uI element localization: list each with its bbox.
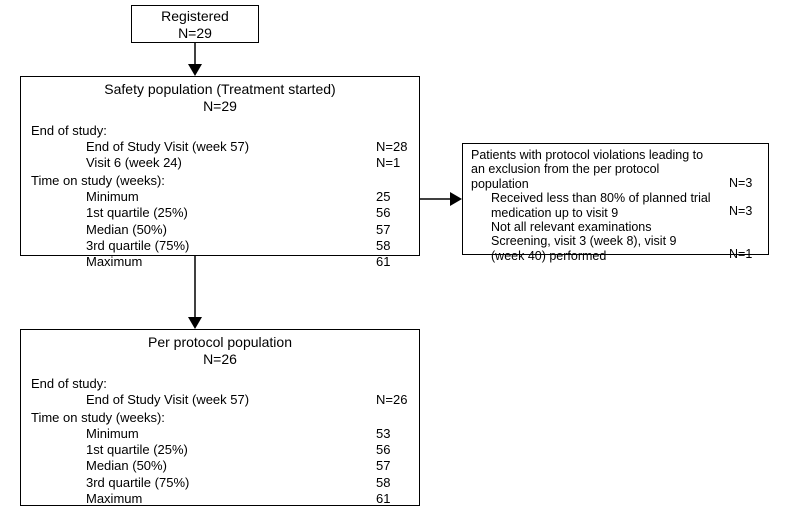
safety-population-tos-row-value: 57: [376, 222, 390, 238]
per-protocol-population-tos-row: Minimum53: [31, 426, 409, 442]
safety-population-box: Safety population (Treatment started)N=2…: [20, 76, 420, 256]
violations-row: Not all relevant examinations Screening,…: [471, 220, 760, 263]
per-protocol-population-eos-row-label: End of Study Visit (week 57): [31, 392, 376, 408]
safety-population-eos-row: Visit 6 (week 24)N=1: [31, 155, 409, 171]
per-protocol-population-title: Per protocol population: [31, 334, 409, 351]
violations-row-value: N=1: [729, 247, 752, 263]
safety-population-tos-row-label: Minimum: [31, 189, 376, 205]
safety-population-end-of-study-label: End of study:: [31, 123, 409, 138]
safety-population-tos-row-value: 25: [376, 189, 390, 205]
per-protocol-population-eos-row-value: N=26: [376, 392, 407, 408]
safety-population-n: N=29: [31, 98, 409, 115]
flowchart-canvas: Registered N=29Safety population (Treatme…: [0, 0, 789, 522]
flow-arrow: [183, 31, 208, 88]
violations-row: Received less than 80% of planned trial …: [471, 191, 760, 220]
violations-row-label: Not all relevant examinations Screening,…: [471, 220, 711, 263]
safety-population-title: Safety population (Treatment started): [31, 81, 409, 98]
safety-population-eos-row-value: N=28: [376, 139, 407, 155]
safety-population-tos-row: Median (50%)57: [31, 222, 409, 238]
per-protocol-population-time-on-study-label: Time on study (weeks):: [31, 410, 409, 425]
safety-population-tos-row-label: Median (50%): [31, 222, 376, 238]
per-protocol-population-tos-row-label: Maximum: [31, 491, 376, 507]
registered-title: Registered: [136, 8, 254, 25]
violations-row-label: Patients with protocol violations leadin…: [471, 148, 711, 191]
per-protocol-population-tos-row-label: Median (50%): [31, 458, 376, 474]
per-protocol-population-n: N=26: [31, 351, 409, 368]
safety-population-tos-row-value: 61: [376, 254, 390, 270]
safety-population-eos-row-value: N=1: [376, 155, 400, 171]
per-protocol-population-tos-row-label: 1st quartile (25%): [31, 442, 376, 458]
per-protocol-population-tos-row: 3rd quartile (75%)58: [31, 475, 409, 491]
per-protocol-population-tos-row: Median (50%)57: [31, 458, 409, 474]
violations-row: Patients with protocol violations leadin…: [471, 148, 760, 191]
violations-row-value: N=3: [729, 204, 752, 220]
safety-population-tos-row: 3rd quartile (75%)58: [31, 238, 409, 254]
per-protocol-population-tos-row: Maximum61: [31, 491, 409, 507]
protocol-violations-box: Patients with protocol violations leadin…: [462, 143, 769, 255]
safety-population-tos-row: Minimum25: [31, 189, 409, 205]
safety-population-tos-row-label: 1st quartile (25%): [31, 205, 376, 221]
per-protocol-population-tos-row: 1st quartile (25%)56: [31, 442, 409, 458]
safety-population-tos-row-value: 56: [376, 205, 390, 221]
per-protocol-population-tos-row-value: 53: [376, 426, 390, 442]
flow-arrow: [408, 187, 474, 212]
per-protocol-population-end-of-study-label: End of study:: [31, 376, 409, 391]
per-protocol-population-tos-row-label: Minimum: [31, 426, 376, 442]
per-protocol-population-tos-row-value: 57: [376, 458, 390, 474]
safety-population-eos-row: End of Study Visit (week 57)N=28: [31, 139, 409, 155]
violations-row-label: Received less than 80% of planned trial …: [471, 191, 711, 220]
flow-arrow: [183, 244, 208, 341]
per-protocol-population-eos-row: End of Study Visit (week 57)N=26: [31, 392, 409, 408]
safety-population-time-on-study-label: Time on study (weeks):: [31, 173, 409, 188]
per-protocol-population-box: Per protocol populationN=26End of study:…: [20, 329, 420, 506]
per-protocol-population-tos-row-value: 61: [376, 491, 390, 507]
safety-population-eos-row-label: End of Study Visit (week 57): [31, 139, 376, 155]
safety-population-tos-row-value: 58: [376, 238, 390, 254]
safety-population-tos-row: Maximum61: [31, 254, 409, 270]
violations-row-value: N=3: [729, 176, 752, 192]
per-protocol-population-tos-row-label: 3rd quartile (75%): [31, 475, 376, 491]
per-protocol-population-tos-row-value: 56: [376, 442, 390, 458]
safety-population-eos-row-label: Visit 6 (week 24): [31, 155, 376, 171]
safety-population-tos-row: 1st quartile (25%)56: [31, 205, 409, 221]
per-protocol-population-tos-row-value: 58: [376, 475, 390, 491]
